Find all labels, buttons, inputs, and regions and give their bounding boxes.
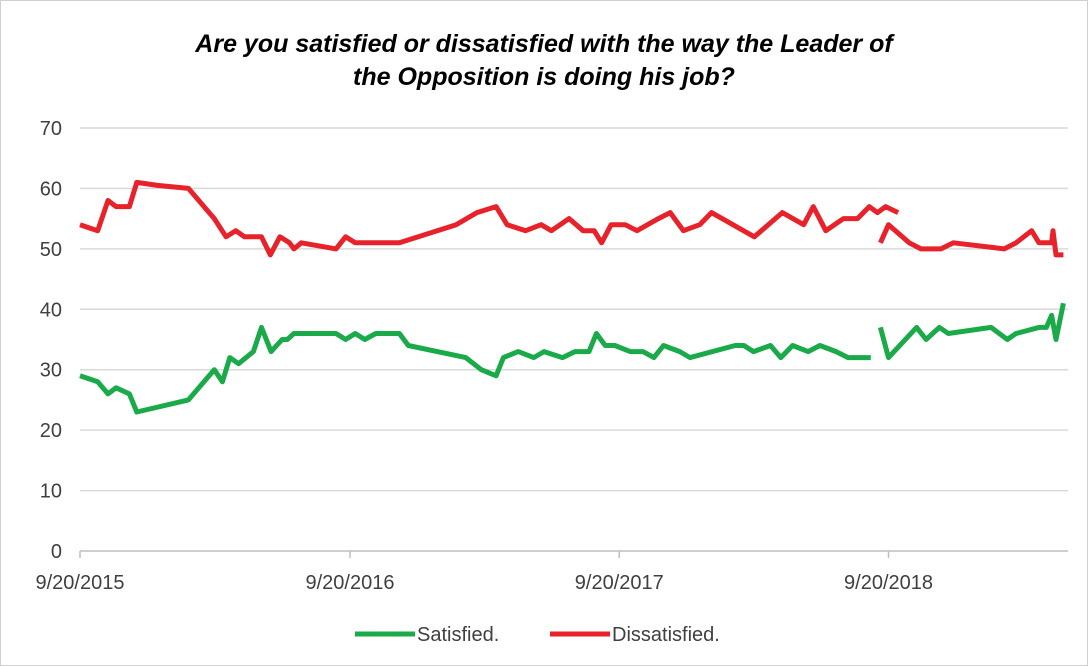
- x-tick-label: 9/20/2017: [575, 572, 664, 594]
- dissatisfied-series-line: [79, 179, 900, 258]
- y-tick-label: 10: [40, 481, 62, 503]
- series-lines: [79, 179, 1066, 415]
- y-tick-label: 30: [40, 360, 62, 382]
- y-tick-label: 40: [40, 299, 62, 321]
- x-tick-label: 9/20/2015: [36, 572, 125, 594]
- y-tick-label: 0: [51, 541, 62, 563]
- satisfied-series-line: [877, 302, 1066, 361]
- dissatisfied-series-line: [878, 222, 1064, 258]
- legend: Satisfied. Dissatisfied.: [355, 624, 720, 646]
- axes: 0 10 20 30 40 50 60 70 9/20/2015 9/20/2016 9/20/20…: [36, 118, 1068, 594]
- chart-title-line-2: the Opposition is doing his job?: [353, 63, 735, 91]
- y-tick-label: 70: [40, 118, 62, 140]
- y-tick-label: 20: [40, 420, 62, 442]
- dissatisfied-legend-label: Dissatisfied.: [612, 624, 720, 646]
- x-tick-label: 9/20/2016: [306, 572, 395, 594]
- chart-title: Are you satisfied or dissatisfied with t…: [0, 28, 1088, 94]
- y-tick-label: 60: [40, 178, 62, 200]
- satisfied-series-line: [79, 324, 871, 415]
- x-tick-label: 9/20/2018: [844, 572, 933, 594]
- satisfied-legend-label: Satisfied.: [417, 624, 499, 646]
- y-tick-label: 50: [40, 239, 62, 261]
- chart-title-line-1: Are you satisfied or dissatisfied with t…: [195, 30, 893, 58]
- gridlines: [80, 127, 1068, 492]
